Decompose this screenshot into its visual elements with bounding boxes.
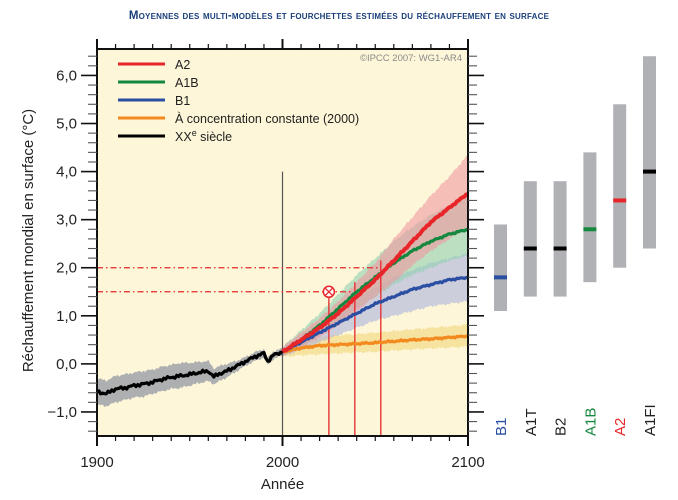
best-estimate-marker-a1t <box>523 246 537 251</box>
best-estimate-marker-a1b <box>583 227 597 232</box>
scenario-label-a1fi: A1FI <box>642 404 659 436</box>
scenario-label-a1b: A1B <box>582 408 599 436</box>
axes: 1900 2000 2100 −1,0 0,0 1,0 2,0 3,0 4,0 5,0 6,0 <box>47 39 485 471</box>
scenario-label-b2: B2 <box>553 418 570 436</box>
y-tick-label: 1,0 <box>56 308 77 325</box>
best-estimate-marker-a1fi <box>643 169 656 174</box>
series-line-a2 <box>281 192 469 354</box>
y-tick-label: 5,0 <box>56 116 77 133</box>
copyright-text: ©IPCC 2007: WG1-AR4 <box>360 53 462 64</box>
y-tick-label: 3,0 <box>56 212 77 229</box>
y-tick-label: 6,0 <box>56 67 77 84</box>
circle-x-marker-stroke <box>324 287 333 296</box>
scenario-label-a1t: A1T <box>523 408 540 436</box>
best-estimate-marker-b2 <box>553 246 567 251</box>
legend: A2 A1B B1 À concentration constante (2000) X… <box>118 58 359 144</box>
x-tick-label: 2100 <box>451 454 484 471</box>
y-tick-label: −1,0 <box>47 404 77 421</box>
legend-label: B1 <box>175 94 190 108</box>
uncertainty-band-a2 <box>282 154 468 357</box>
legend-label: À concentration constante (2000) <box>175 111 359 126</box>
range-bar-a1t <box>523 181 537 297</box>
range-bar-a1b <box>583 152 597 283</box>
uncertainty-band-xxe-si-cle <box>97 348 283 407</box>
y-tick-label: 0,0 <box>56 356 77 373</box>
best-estimate-marker-b1 <box>494 275 507 280</box>
legend-label-rest: siècle <box>197 130 232 144</box>
legend-label-main: XX <box>175 130 192 144</box>
legend-label: A2 <box>175 58 190 72</box>
scenario-label-a2: A2 <box>612 418 629 436</box>
range-bar-a1fi <box>643 56 656 249</box>
series-line-xxe-si-cle <box>96 350 284 396</box>
legend-label-sup: e <box>192 128 197 138</box>
series-line-b1 <box>281 275 469 354</box>
range-bar-b1 <box>494 224 507 312</box>
chart-title: Moyennes des multi-modèles et fourchette… <box>128 10 550 22</box>
series-lines <box>96 192 469 396</box>
y-axis-label: Réchauffement mondial en surface (°C) <box>20 109 37 372</box>
best-estimate-marker-a2 <box>613 198 627 203</box>
scenario-range-bars: B1 A1T B2 A1B A2 A1FI <box>493 56 659 436</box>
legend-label: A1B <box>175 76 199 90</box>
x-axis-label: Année <box>261 476 304 493</box>
x-tick-label: 2000 <box>266 454 299 471</box>
series-line--concentration-constante-2000- <box>281 334 469 354</box>
legend-label: XXe siècle <box>175 128 232 144</box>
scenario-label-b1: B1 <box>493 418 510 436</box>
y-tick-label: 2,0 <box>56 260 77 277</box>
x-tick-label: 1900 <box>80 454 113 471</box>
range-bar-a2 <box>613 104 627 268</box>
range-bar-b2 <box>553 181 567 297</box>
y-tick-label: 4,0 <box>56 164 77 181</box>
